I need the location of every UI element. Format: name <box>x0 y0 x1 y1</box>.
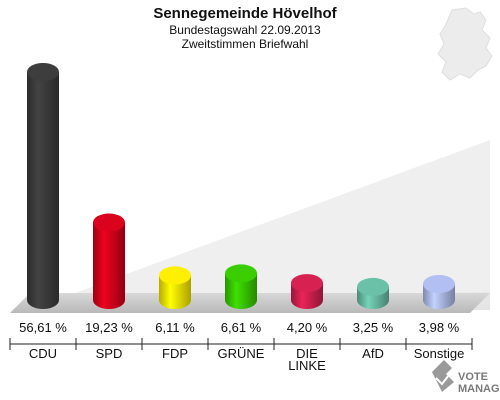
bar-top <box>93 213 125 232</box>
value-label: 6,61 % <box>221 320 262 335</box>
bar-afd <box>357 277 389 309</box>
chart-back-wall <box>56 140 490 300</box>
value-label: 6,11 % <box>155 320 195 335</box>
bar-grüne <box>225 264 257 309</box>
bar-top <box>27 63 59 81</box>
category-label: SPD <box>96 346 123 361</box>
bar-body <box>159 275 191 309</box>
bar-die-linke <box>291 274 323 309</box>
category-label: CDU <box>29 346 57 361</box>
value-label: 19,23 % <box>85 320 133 335</box>
category-label: GRÜNE <box>218 346 265 361</box>
category-label: Sonstige <box>414 346 465 361</box>
logo-text-line-2: MANAGER <box>458 383 500 395</box>
bar-body <box>225 273 257 309</box>
bar-body <box>93 222 125 309</box>
logo-text-line-1: VOTE <box>458 371 488 383</box>
bar-sonstige <box>423 274 455 309</box>
value-label: 3,98 % <box>419 320 460 335</box>
bar-body <box>27 72 59 309</box>
category-label: AfD <box>362 346 384 361</box>
value-label: 3,25 % <box>353 320 394 335</box>
bar-top <box>291 274 323 293</box>
value-labels-group: 56,61 % 19,23 % 6,11 % 6,61 % 4,20 % 3,25 % 3,… <box>19 320 460 335</box>
bar-top <box>159 266 191 285</box>
bars-group <box>27 63 455 309</box>
value-label: 56,61 % <box>19 320 67 335</box>
bar-top <box>423 274 455 293</box>
category-label: LINKE <box>288 358 326 373</box>
bar-fdp <box>159 266 191 309</box>
chart-subtitle-line-1: Bundestagswahl 22.09.2013 <box>169 23 321 37</box>
votemanager-logo: VOTE MANAGER <box>432 360 500 395</box>
germany-map-icon <box>437 7 493 81</box>
value-label: 4,20 % <box>287 320 328 335</box>
ballot-check-icon <box>432 360 457 392</box>
chart-title: Sennegemeinde Hövelhof <box>153 5 337 22</box>
bar-spd <box>93 213 125 309</box>
bar-cdu <box>27 63 59 309</box>
bar-top <box>225 264 257 283</box>
category-label: FDP <box>162 346 188 361</box>
bar-top <box>357 277 389 296</box>
chart-subtitle-line-2: Zweitstimmen Briefwahl <box>182 37 309 51</box>
category-label: DIE <box>296 346 318 361</box>
